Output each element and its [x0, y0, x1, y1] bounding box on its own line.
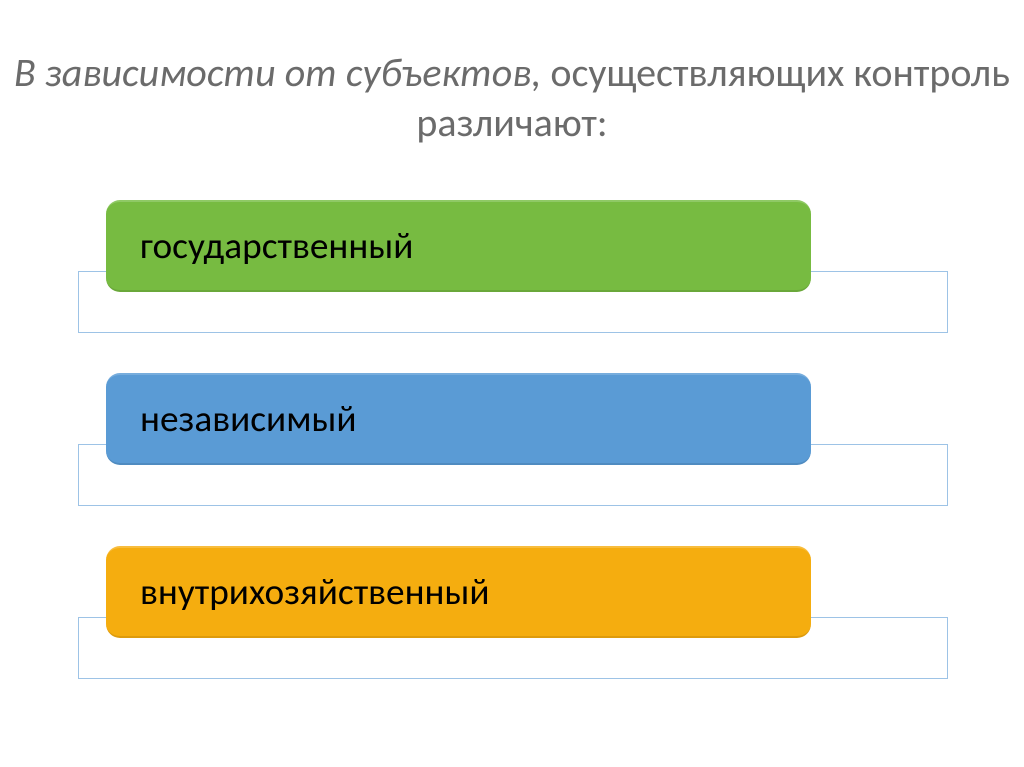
list-item: независимый [78, 373, 948, 528]
item-label: независимый [140, 396, 357, 442]
items-container: государственный независимый внутрихозяйс… [78, 200, 948, 719]
list-item: государственный [78, 200, 948, 355]
item-label: внутрихозяйственный [140, 569, 490, 615]
item-pill: государственный [106, 200, 811, 292]
slide-title: В зависимости от субъектов, осуществляющ… [0, 48, 1024, 148]
list-item: внутрихозяйственный [78, 546, 948, 701]
title-italic-part: В зависимости от субъектов, [14, 48, 541, 97]
item-label: государственный [140, 223, 413, 269]
item-pill: независимый [106, 373, 811, 465]
item-pill: внутрихозяйственный [106, 546, 811, 638]
